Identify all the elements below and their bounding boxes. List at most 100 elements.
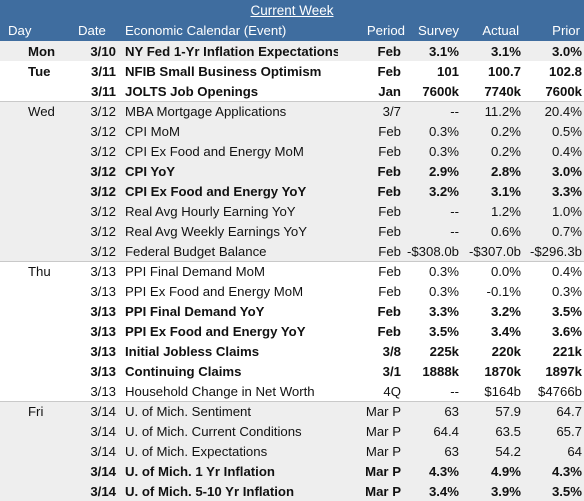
table-row: 3/14 U. of Mich. 1 Yr Inflation Mar P 4.3% 4… <box>0 461 584 481</box>
period-cell: Feb <box>377 43 401 59</box>
date-cell: 3/13 <box>90 323 116 339</box>
date-cell: 3/14 <box>90 423 116 439</box>
actual-cell: -0.1% <box>486 283 521 299</box>
event-cell: U. of Mich. 1 Yr Inflation <box>125 463 275 479</box>
date-cell: 3/14 <box>90 443 116 459</box>
table-row: 3/12 CPI YoY Feb 2.9% 2.8% 3.0% <box>0 161 584 181</box>
event-cell: U. of Mich. Expectations <box>125 443 268 459</box>
prior-column-header: Prior <box>552 23 580 38</box>
event-cell: Federal Budget Balance <box>125 243 267 259</box>
date-cell: 3/12 <box>90 143 116 159</box>
table-row: 3/12 Real Avg Hourly Earning YoY Feb -- 1.2%… <box>0 201 584 221</box>
actual-cell: 1870k <box>484 363 521 379</box>
table-body: Mon 3/10 NY Fed 1-Yr Inflation Expectation… <box>0 41 584 501</box>
prior-cell: 20.4% <box>544 104 582 119</box>
survey-cell: -- <box>450 383 459 399</box>
table-row: Mon 3/10 NY Fed 1-Yr Inflation Expectation… <box>0 41 584 61</box>
actual-cell: 11.2% <box>484 104 521 119</box>
event-cell: CPI YoY <box>125 163 176 179</box>
event-cell: PPI Ex Food and Energy MoM <box>125 283 304 299</box>
prior-cell: 64 <box>567 443 582 459</box>
survey-cell: 64.4 <box>433 423 459 439</box>
actual-cell: 3.4% <box>490 323 521 339</box>
survey-column-header: Survey <box>417 23 459 38</box>
actual-cell: 0.6% <box>490 223 521 239</box>
table-row: 3/13 PPI Ex Food and Energy MoM Feb 0.3% -0.… <box>0 281 584 301</box>
day-cell: Fri <box>28 404 44 419</box>
period-cell: Mar P <box>365 423 401 439</box>
event-cell: CPI MoM <box>125 123 180 139</box>
date-cell: 3/13 <box>90 343 116 359</box>
period-cell: 3/7 <box>382 104 401 119</box>
date-cell: 3/12 <box>90 243 116 259</box>
period-cell: Feb <box>377 303 401 319</box>
date-cell: 3/12 <box>90 223 116 239</box>
period-cell: Feb <box>377 183 401 199</box>
prior-cell: 3.0% <box>551 43 582 59</box>
period-column-header: Period <box>366 23 405 38</box>
period-cell: Mar P <box>365 483 401 499</box>
prior-cell: 64.7 <box>556 404 582 419</box>
period-cell: Feb <box>378 223 401 239</box>
table-row: Fri 3/14 U. of Mich. Sentiment Mar P 63 57.9 6… <box>0 401 584 421</box>
prior-cell: 3.0% <box>551 163 582 179</box>
prior-cell: 1897k <box>545 363 582 379</box>
event-cell: Household Change in Net Worth <box>125 383 315 399</box>
week-title: Current Week <box>250 2 334 18</box>
survey-cell: 3.1% <box>428 43 459 59</box>
survey-cell: 3.2% <box>428 183 459 199</box>
event-cell: Initial Jobless Claims <box>125 343 260 359</box>
actual-column-header: Actual <box>482 23 519 38</box>
date-cell: 3/11 <box>91 63 116 79</box>
table-row: 3/12 CPI MoM Feb 0.3% 0.2% 0.5% <box>0 121 584 141</box>
event-cell: CPI Ex Food and Energy MoM <box>125 143 304 159</box>
period-cell: Mar P <box>365 443 401 459</box>
actual-cell: 63.5 <box>495 423 521 439</box>
prior-cell: 4.3% <box>551 463 582 479</box>
period-cell: Feb <box>378 203 401 219</box>
survey-cell: 0.3% <box>428 143 459 159</box>
actual-cell: 3.1% <box>490 183 521 199</box>
event-cell: MBA Mortgage Applications <box>125 104 287 119</box>
date-cell: 3/12 <box>90 183 116 199</box>
survey-cell: 1888k <box>422 363 459 379</box>
actual-cell: 3.9% <box>490 483 521 499</box>
prior-cell: $4766b <box>537 383 582 399</box>
actual-cell: 220k <box>491 343 521 359</box>
prior-cell: -$296.3b <box>529 243 582 259</box>
week-title-bar: Current Week <box>0 0 584 20</box>
period-cell: Feb <box>378 264 401 279</box>
actual-cell: 0.2% <box>490 143 521 159</box>
period-cell: Feb <box>378 243 401 259</box>
event-cell: U. of Mich. Current Conditions <box>125 423 302 439</box>
date-cell: 3/10 <box>90 43 116 59</box>
table-row: 3/13 Continuing Claims 3/1 1888k 1870k 1897k <box>0 361 584 381</box>
prior-cell: 7600k <box>545 83 582 99</box>
actual-cell: 1.2% <box>490 203 521 219</box>
survey-cell: -- <box>450 203 459 219</box>
prior-cell: 221k <box>552 343 582 359</box>
prior-cell: 3.5% <box>551 303 582 319</box>
date-cell: 3/13 <box>90 303 116 319</box>
date-cell: 3/12 <box>90 203 116 219</box>
event-cell: CPI Ex Food and Energy YoY <box>125 183 307 199</box>
actual-cell: -$307.0b <box>468 243 521 259</box>
survey-cell: -- <box>450 104 459 119</box>
table-row: 3/11 JOLTS Job Openings Jan 7600k 7740k 7600k <box>0 81 584 101</box>
survey-cell: 3.5% <box>428 323 459 339</box>
actual-cell: 4.9% <box>490 463 521 479</box>
table-row: Wed 3/12 MBA Mortgage Applications 3/7 -- 11.… <box>0 101 584 121</box>
prior-cell: 0.5% <box>551 123 582 139</box>
date-cell: 3/11 <box>91 83 116 99</box>
table-row: 3/12 CPI Ex Food and Energy MoM Feb 0.3% 0.2… <box>0 141 584 161</box>
survey-cell: 7600k <box>422 83 459 99</box>
actual-cell: 2.8% <box>490 163 521 179</box>
date-cell: 3/14 <box>90 463 116 479</box>
prior-cell: 0.3% <box>551 283 582 299</box>
date-cell: 3/12 <box>90 123 116 139</box>
prior-cell: 0.4% <box>551 143 582 159</box>
period-cell: 3/8 <box>382 343 401 359</box>
date-cell: 3/13 <box>90 264 116 279</box>
event-cell: PPI Final Demand YoY <box>125 303 265 319</box>
date-cell: 3/13 <box>90 383 116 399</box>
